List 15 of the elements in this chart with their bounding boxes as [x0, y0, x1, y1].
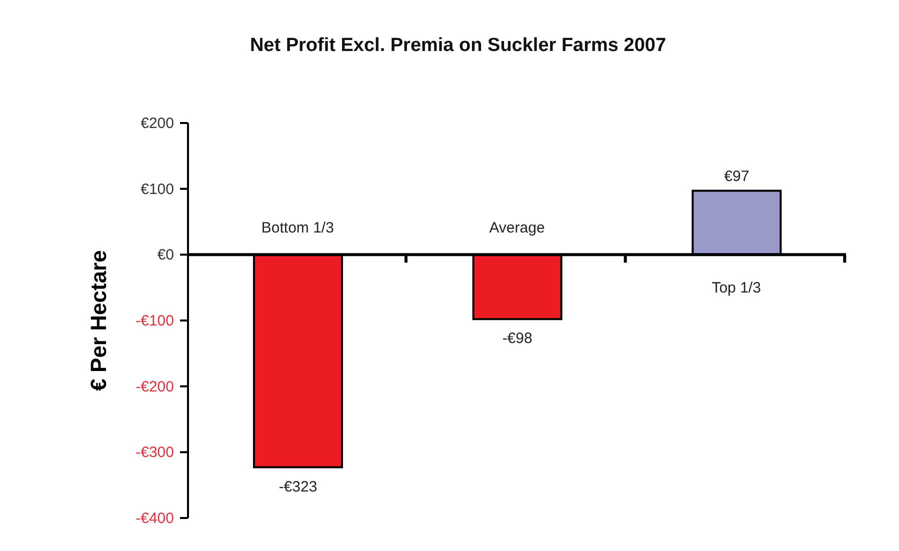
y-tick-label: €0	[157, 246, 174, 264]
y-tick-label: €100	[140, 180, 174, 198]
data-label: -€323	[278, 478, 318, 496]
data-label: -€98	[502, 330, 532, 348]
y-tick-label: -€400	[136, 510, 174, 527]
x-tick-label: Average	[489, 220, 545, 237]
x-tick-label: Bottom 1/3	[261, 220, 334, 237]
y-tick-label: -€100	[136, 312, 174, 330]
y-tick-label: -€300	[136, 444, 174, 462]
chart-title: Net Profit Excl. Premia on Suckler Farms 2007	[248, 34, 668, 58]
y-axis-title: € Per Hectare	[86, 250, 111, 391]
x-tick-label: Top 1/3	[712, 280, 761, 297]
y-tick-label: €200	[140, 115, 174, 132]
y-tick-label: -€200	[136, 378, 174, 396]
data-label: €97	[724, 168, 750, 185]
